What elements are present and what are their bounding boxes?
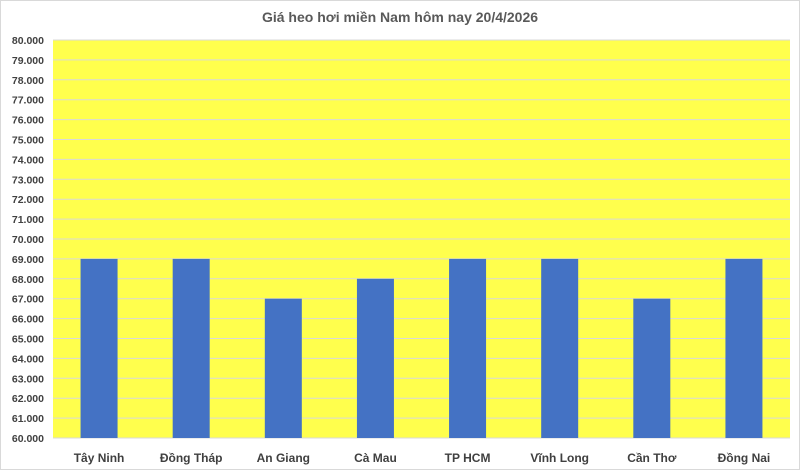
- y-tick-label: 64.000: [12, 353, 44, 365]
- y-tick-label: 68.000: [12, 274, 44, 286]
- bar: [633, 298, 671, 438]
- bar: [172, 258, 210, 438]
- y-tick-label: 66.000: [12, 314, 44, 326]
- y-tick-label: 73.000: [12, 174, 44, 186]
- y-tick-label: 63.000: [12, 373, 44, 385]
- y-tick-label: 72.000: [12, 194, 44, 206]
- x-tick-label: Đồng Nai: [718, 451, 771, 465]
- chart-title: Giá heo hơi miền Nam hôm nay 20/4/2026: [261, 9, 539, 25]
- x-tick-label: Vĩnh Long: [530, 451, 589, 465]
- x-tick-label: Đồng Tháp: [160, 451, 223, 465]
- y-tick-label: 79.000: [12, 55, 44, 67]
- y-tick-label: 75.000: [12, 135, 44, 147]
- y-tick-label: 60.000: [12, 433, 44, 445]
- y-tick-label: 80.000: [12, 35, 44, 47]
- y-tick-label: 74.000: [12, 154, 44, 166]
- y-tick-label: 65.000: [12, 334, 44, 346]
- x-tick-label: TP HCM: [445, 451, 491, 465]
- x-tick-label: Cần Thơ: [627, 451, 677, 465]
- y-tick-label: 62.000: [12, 393, 44, 405]
- bar: [80, 258, 118, 438]
- y-tick-label: 78.000: [12, 75, 44, 87]
- x-tick-label: Tây Ninh: [74, 451, 125, 465]
- y-tick-label: 61.000: [12, 413, 44, 425]
- y-tick-label: 77.000: [12, 95, 44, 107]
- bar: [541, 258, 579, 438]
- bar: [725, 258, 763, 438]
- bar: [356, 278, 394, 438]
- y-tick-label: 69.000: [12, 254, 44, 266]
- y-tick-label: 76.000: [12, 115, 44, 127]
- bar: [449, 258, 487, 438]
- x-tick-label: Cà Mau: [354, 451, 397, 465]
- y-tick-label: 67.000: [12, 294, 44, 306]
- x-tick-label: An Giang: [257, 451, 310, 465]
- y-tick-label: 70.000: [12, 234, 44, 246]
- y-tick-label: 71.000: [12, 214, 44, 226]
- bar: [264, 298, 302, 438]
